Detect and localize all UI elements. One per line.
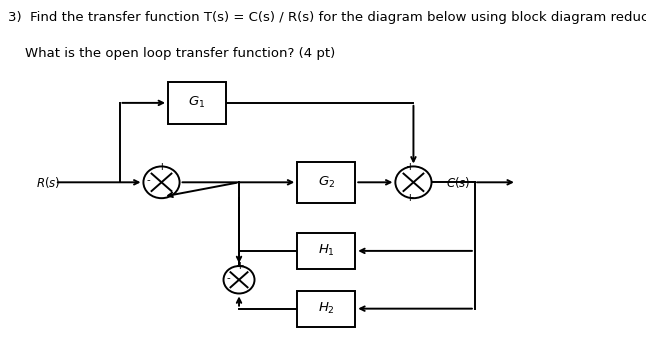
Text: $G_1$: $G_1$ [189, 95, 205, 110]
Text: What is the open loop transfer function? (4 pt): What is the open loop transfer function?… [8, 47, 335, 60]
Bar [297, 233, 355, 269]
Bar [297, 162, 355, 203]
Text: $G_2$: $G_2$ [318, 175, 335, 190]
Ellipse shape [143, 166, 180, 198]
Ellipse shape [395, 166, 432, 198]
Ellipse shape [224, 266, 255, 293]
Text: 3)  Find the transfer function T(s) = C(s) / R(s) for the diagram below using bl: 3) Find the transfer function T(s) = C(s… [8, 11, 646, 24]
Text: +: + [158, 162, 167, 172]
Text: +: + [236, 261, 244, 271]
Text: $C(s)$: $C(s)$ [446, 175, 470, 190]
Text: -: - [147, 175, 151, 185]
Bar [168, 82, 226, 123]
Text: $H_2$: $H_2$ [318, 301, 335, 316]
Text: -: - [226, 273, 230, 283]
Text: +: + [406, 193, 415, 203]
Bar [297, 291, 355, 327]
Text: $H_1$: $H_1$ [318, 243, 335, 258]
Text: $R(s)$: $R(s)$ [36, 175, 60, 190]
Text: +: + [406, 162, 415, 172]
